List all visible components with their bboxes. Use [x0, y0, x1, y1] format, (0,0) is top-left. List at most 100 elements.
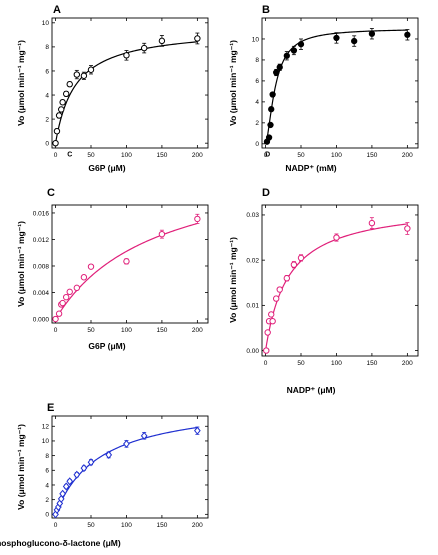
data-point: [87, 458, 95, 467]
panel-c: 0 50 100 150 200 0.000 0.004 0.008 0.012 0.016 C G6…: [16, 187, 209, 351]
fit-curve: [264, 223, 408, 351]
data-point: [123, 52, 130, 59]
data-point: [368, 30, 376, 37]
data-point: [290, 261, 298, 268]
data-point: [58, 106, 65, 113]
data-point: [53, 127, 61, 135]
x-tick-label: 150: [156, 152, 167, 159]
y-tick-label: 2: [45, 497, 49, 504]
x-tick-label: 50: [297, 360, 305, 367]
data-point: [123, 439, 130, 448]
y-tick-label: 4: [255, 99, 259, 106]
data-point: [158, 37, 166, 45]
panel-letter: C: [47, 187, 55, 199]
x-tick-label: 200: [192, 152, 203, 159]
data-point: [59, 299, 66, 307]
y-axis-label: Vo (μmol min⁻¹ mg⁻¹): [16, 424, 26, 510]
data-point: [73, 71, 81, 78]
panel-a: 0 50 100 150 200 0 2 4 6 8 10A C G6P (μM) Vo (μmol mi…: [16, 4, 209, 173]
y-tick-label: 0.008: [33, 263, 50, 270]
data-point: [276, 286, 283, 293]
data-point: [105, 450, 113, 459]
x-tick-label: 100: [121, 327, 132, 334]
x-tick-label: 100: [121, 522, 132, 529]
x-tick-label: 50: [87, 522, 95, 529]
data-point: [140, 44, 148, 52]
y-tick-label: 6: [45, 68, 49, 75]
y-tick-label: 0.03: [246, 212, 259, 219]
data-point: [297, 41, 305, 48]
data-point: [333, 34, 340, 42]
data-point: [87, 263, 95, 270]
data-point: [268, 311, 275, 318]
y-tick-label: 10: [42, 20, 50, 27]
data-point: [194, 35, 201, 42]
data-point: [73, 284, 81, 292]
data-point: [57, 494, 65, 504]
y-tick-label: 0: [45, 140, 49, 147]
y-tick-label: 12: [42, 424, 50, 431]
y-tick-label: 0: [45, 512, 49, 519]
x-axis-label: NADP⁺ (μM): [287, 385, 336, 395]
data-point: [59, 489, 66, 498]
data-point: [55, 310, 63, 317]
x-tick-label: 200: [402, 360, 413, 367]
panel-letter: D: [262, 187, 270, 199]
data-point: [123, 258, 130, 265]
panel-letter: E: [47, 402, 54, 414]
x-tick-label: 100: [331, 152, 342, 159]
y-tick-label: 6: [255, 78, 259, 85]
x-axis-label: NADP⁺ (mM): [285, 163, 336, 173]
y-tick-label: 0.00: [246, 348, 259, 355]
x-tick-label: 150: [156, 327, 167, 334]
data-point: [267, 121, 274, 129]
data-point: [265, 134, 273, 141]
x-tick-label: 0: [264, 152, 268, 159]
y-tick-label: 0.012: [33, 237, 50, 244]
x-tick-label: 50: [87, 152, 95, 159]
data-point: [62, 482, 70, 491]
y-tick-label: 0.016: [33, 210, 50, 217]
panel-letter: B: [262, 4, 270, 16]
panel-annotation: D: [265, 152, 270, 159]
data-point: [264, 329, 271, 336]
data-point: [52, 315, 59, 323]
panel-letter: A: [53, 4, 61, 16]
y-tick-label: 0.02: [246, 257, 259, 264]
data-point: [73, 470, 81, 479]
panel-d: 0 50 100 150 200 0.00 0.01 0.02 0.03 D NADP⁺ (μM) V…: [228, 187, 419, 395]
y-axis-label: Vo (μmol min⁻¹ mg⁻¹): [16, 221, 26, 307]
x-tick-label: 0: [264, 360, 268, 367]
data-point: [140, 431, 148, 440]
fit-curve: [264, 29, 408, 144]
data-point: [87, 66, 95, 73]
data-point: [276, 64, 283, 71]
x-tick-label: 0: [54, 152, 58, 159]
plot-frame: [51, 17, 209, 149]
data-point: [272, 295, 280, 302]
plot-frame: [261, 17, 419, 149]
fit-curve: [55, 222, 198, 320]
panel-annotation: C: [67, 152, 72, 159]
y-tick-label: 4: [45, 92, 49, 99]
data-point: [269, 317, 276, 325]
data-point: [80, 274, 88, 281]
x-tick-label: 150: [366, 360, 377, 367]
x-tick-label: 0: [54, 522, 58, 529]
data-point: [194, 426, 201, 435]
y-tick-label: 8: [45, 44, 49, 51]
y-tick-label: 2: [45, 116, 49, 123]
x-axis-label: 6-phosphoglucono-δ-lactone (μM): [0, 538, 121, 548]
data-point: [283, 275, 291, 282]
x-tick-label: 50: [87, 327, 95, 334]
data-point: [268, 106, 275, 113]
data-point: [66, 81, 73, 88]
y-axis-label: Vo (μmol min⁻¹ mg⁻¹): [16, 40, 26, 126]
x-tick-label: 150: [366, 152, 377, 159]
y-tick-label: 6: [45, 468, 49, 475]
data-point: [55, 112, 63, 119]
plot-frame: [51, 204, 209, 324]
data-point: [404, 31, 411, 38]
